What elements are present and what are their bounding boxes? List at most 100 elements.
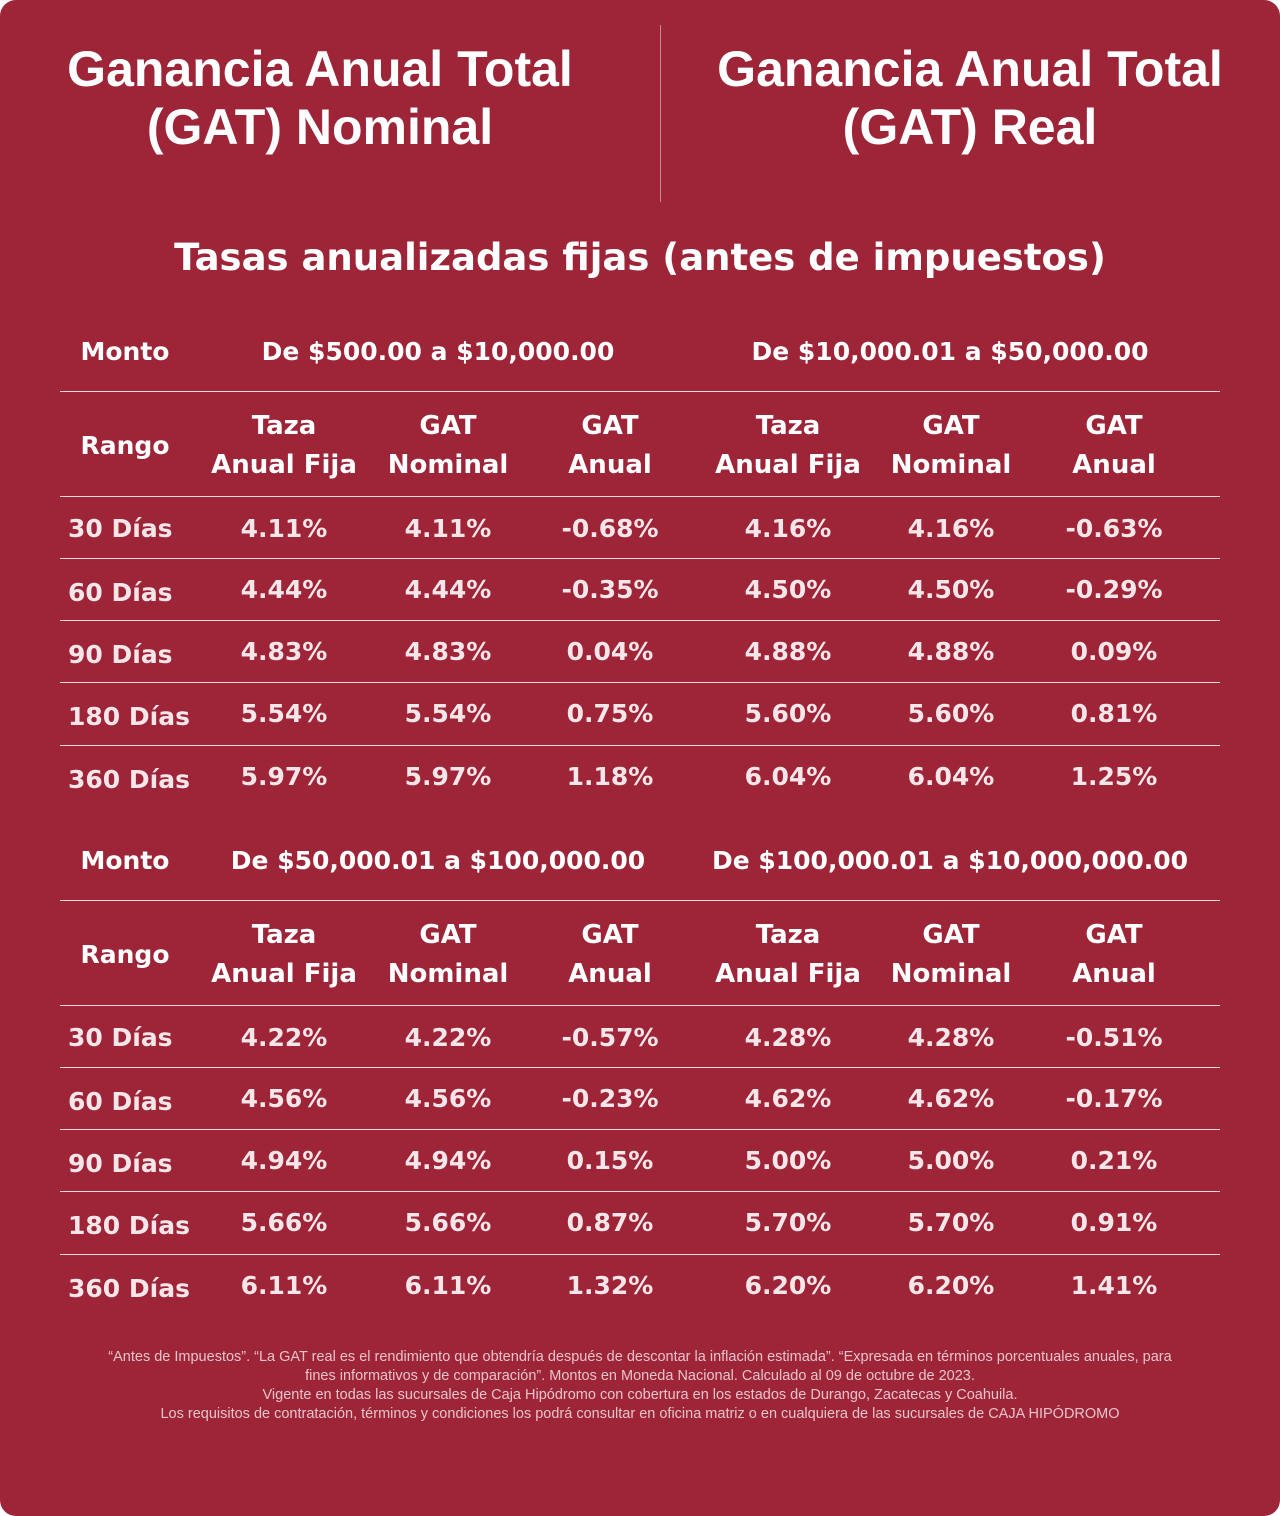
rate-cell: 5.70% (744, 1208, 832, 1237)
rate-cell: 5.54% (404, 699, 492, 728)
tasa-anual-fija-header-line: Taza (755, 411, 821, 441)
rate-cell: 0.15% (566, 1146, 654, 1175)
rate-cell: 0.87% (566, 1208, 654, 1237)
rate-cell: 4.83% (404, 637, 492, 666)
tasa-anual-fija-header-line: Taza (251, 920, 317, 950)
rate-cell: 5.60% (744, 699, 832, 728)
tasa-anual-fija-header: Taza Anual Fija (194, 407, 374, 485)
rate-cell: 1.18% (566, 762, 654, 791)
rate-cell: 4.62% (907, 1084, 995, 1113)
table-divider (60, 1067, 1220, 1068)
rate-cell: 6.11% (404, 1271, 492, 1300)
gat-real-title: Ganancia Anual Total (GAT) Real (700, 40, 1240, 156)
gat-anual-header-line: Anual (1072, 450, 1156, 480)
gat-anual-header-line: GAT (581, 920, 639, 950)
plazo-label: 360 Días (68, 1274, 190, 1303)
amount-range: De $50,000.01 a $100,000.00 (230, 846, 646, 875)
footnote: “Antes de Impuestos”. “La GAT real es el… (30, 1348, 1250, 1424)
rate-cell: 1.32% (566, 1271, 654, 1300)
gat-nominal-title: Ganancia Anual Total (GAT) Nominal (60, 40, 580, 156)
tasa-anual-fija-header: Taza Anual Fija (698, 916, 878, 994)
rate-cell: 0.81% (1070, 699, 1158, 728)
tasa-anual-fija-header: Taza Anual Fija (698, 407, 878, 485)
rate-cell: 4.88% (907, 637, 995, 666)
gat-real-title-line-2: (GAT) Real (842, 99, 1098, 155)
rate-cell: 4.16% (907, 514, 995, 543)
rate-cell: 0.09% (1070, 637, 1158, 666)
gat-anual-header-line: Anual (1072, 959, 1156, 989)
tasa-anual-fija-header-line: Anual Fija (211, 450, 357, 480)
plazo-label: 30 Días (68, 1023, 173, 1052)
rate-cell: 4.28% (744, 1023, 832, 1052)
rate-cell: 6.20% (744, 1271, 832, 1300)
gat-anual-header: GAT Anual (520, 916, 700, 994)
gat-anual-header-line: Anual (568, 450, 652, 480)
rate-cell: 0.91% (1070, 1208, 1158, 1237)
table-divider (60, 391, 1220, 392)
gat-anual-header-line: GAT (1085, 920, 1143, 950)
gat-nominal-header: GAT Nominal (861, 916, 1041, 994)
rate-cell: 6.20% (907, 1271, 995, 1300)
gat-anual-header: GAT Anual (520, 407, 700, 485)
rate-cell: 4.83% (240, 637, 328, 666)
gat-nominal-header-line: Nominal (890, 450, 1012, 480)
rate-cell: 4.28% (907, 1023, 995, 1052)
rate-cell: 0.75% (566, 699, 654, 728)
table-divider (60, 1191, 1220, 1193)
gat-nominal-header-line: GAT (419, 411, 477, 441)
rate-cell: 4.50% (907, 575, 995, 604)
rate-cell: 4.56% (404, 1084, 492, 1113)
plazo-label: 90 Días (68, 1149, 173, 1178)
plazo-label: 60 Días (68, 1087, 173, 1116)
rate-cell: 4.16% (744, 514, 832, 543)
footnote-line: Los requisitos de contratación, términos… (160, 1406, 1120, 1422)
gat-real-title-line-1: Ganancia Anual Total (717, 41, 1223, 97)
tasa-anual-fija-header-line: Anual Fija (715, 959, 861, 989)
plazo-label: 60 Días (68, 578, 173, 607)
rate-cell: 6.04% (907, 762, 995, 791)
rate-cell: 6.11% (240, 1271, 328, 1300)
rate-cell: 1.25% (1070, 762, 1158, 791)
rate-cell: 5.00% (744, 1146, 832, 1175)
rate-cell: -0.23% (561, 1084, 659, 1113)
rate-cell: 5.60% (907, 699, 995, 728)
gat-nominal-title-line-2: (GAT) Nominal (146, 99, 494, 155)
rango-label: Rango (80, 940, 170, 969)
rate-cell: -0.35% (561, 575, 659, 604)
rate-cell: 0.04% (566, 637, 654, 666)
plazo-label: 30 Días (68, 514, 173, 543)
rate-cell: 5.97% (240, 762, 328, 791)
rate-cell: 4.56% (240, 1084, 328, 1113)
rates-subtitle: Tasas anualizadas fijas (antes de impues… (174, 236, 1106, 279)
header-divider (660, 25, 661, 202)
table-divider (60, 496, 1220, 497)
rate-cell: 0.21% (1070, 1146, 1158, 1175)
plazo-label: 360 Días (68, 765, 190, 794)
table-divider (60, 558, 1220, 559)
rate-cell: 5.70% (907, 1208, 995, 1237)
monto-label: Monto (80, 846, 170, 875)
gat-nominal-header-line: Nominal (890, 959, 1012, 989)
gat-nominal-header-line: Nominal (387, 450, 509, 480)
table-divider (60, 744, 1220, 746)
table-divider (60, 682, 1220, 684)
table-divider (60, 1253, 1220, 1255)
rate-cell: -0.57% (561, 1023, 659, 1052)
rate-cell: 4.88% (744, 637, 832, 666)
gat-nominal-header: GAT Nominal (861, 407, 1041, 485)
tasa-anual-fija-header-line: Anual Fija (715, 450, 861, 480)
rate-cell: -0.68% (561, 514, 659, 543)
rate-cell: 6.04% (744, 762, 832, 791)
gat-anual-header: GAT Anual (1024, 407, 1204, 485)
plazo-label: 180 Días (68, 702, 190, 731)
amount-range: De $500.00 a $10,000.00 (261, 337, 615, 366)
gat-nominal-header-line: GAT (419, 920, 477, 950)
gat-anual-header-line: Anual (568, 959, 652, 989)
rate-cell: 4.22% (404, 1023, 492, 1052)
rate-cell: 5.97% (404, 762, 492, 791)
rate-cell: 4.94% (404, 1146, 492, 1175)
amount-range: De $100,000.01 a $10,000,000.00 (711, 846, 1189, 875)
tasa-anual-fija-header-line: Taza (251, 411, 317, 441)
amount-range: De $10,000.01 a $50,000.00 (751, 337, 1149, 366)
